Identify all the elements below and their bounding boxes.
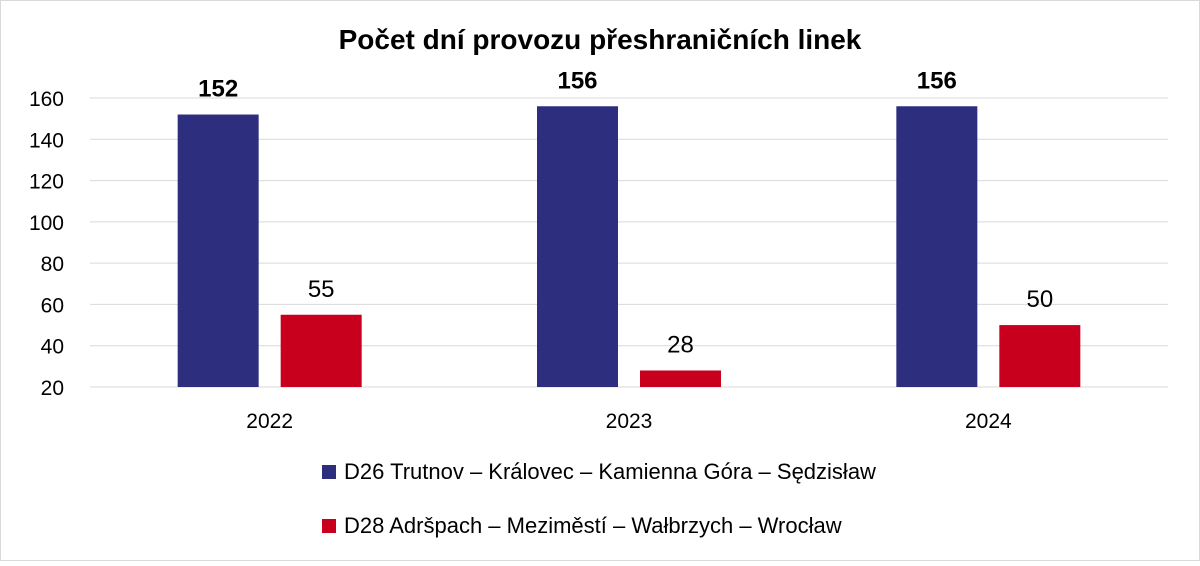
x-tick-label-2022: 2022 bbox=[246, 410, 293, 433]
x-tick-label-2024: 2024 bbox=[965, 410, 1012, 433]
legend-swatch-d28 bbox=[322, 519, 336, 533]
y-tick-label-80: 80 bbox=[41, 253, 64, 276]
bar-d26-2023 bbox=[537, 106, 618, 387]
chart-title: Počet dní provozu přeshraničních linek bbox=[338, 24, 862, 55]
y-tick-label-100: 100 bbox=[29, 212, 64, 235]
legend-item-d26: D26 Trutnov – Královec – Kamienna Góra –… bbox=[322, 458, 876, 486]
data-label-d28-2024: 50 bbox=[1026, 286, 1053, 313]
bar-d26-2022 bbox=[177, 114, 259, 387]
y-tick-label-20: 20 bbox=[41, 377, 64, 400]
legend-label-d28: D28 Adršpach – Meziměstí – Wałbrzych – W… bbox=[344, 513, 842, 538]
data-label-d26-2022: 152 bbox=[198, 76, 238, 103]
y-tick-label-140: 140 bbox=[29, 129, 64, 152]
y-tick-label-40: 40 bbox=[41, 336, 64, 359]
bar-d28-2022 bbox=[280, 314, 362, 387]
chart-legend: D26 Trutnov – Královec – Kamienna Góra –… bbox=[322, 458, 876, 566]
data-label-d28-2022: 55 bbox=[308, 276, 335, 303]
y-tick-label-120: 120 bbox=[29, 171, 64, 194]
bar-d26-2024 bbox=[896, 106, 978, 387]
legend-swatch-d26 bbox=[322, 465, 336, 479]
data-label-d26-2024: 156 bbox=[917, 67, 957, 94]
legend-item-d28: D28 Adršpach – Meziměstí – Wałbrzych – W… bbox=[322, 512, 876, 540]
y-tick-label-60: 60 bbox=[41, 294, 64, 317]
x-tick-label-2023: 2023 bbox=[606, 410, 653, 433]
bar-d28-2023 bbox=[640, 370, 721, 387]
y-tick-label-160: 160 bbox=[29, 88, 64, 111]
data-label-d28-2023: 28 bbox=[667, 331, 694, 358]
bar-d28-2024 bbox=[999, 325, 1081, 387]
data-label-d26-2023: 156 bbox=[557, 67, 597, 94]
legend-label-d26: D26 Trutnov – Královec – Kamienna Góra –… bbox=[344, 459, 876, 484]
